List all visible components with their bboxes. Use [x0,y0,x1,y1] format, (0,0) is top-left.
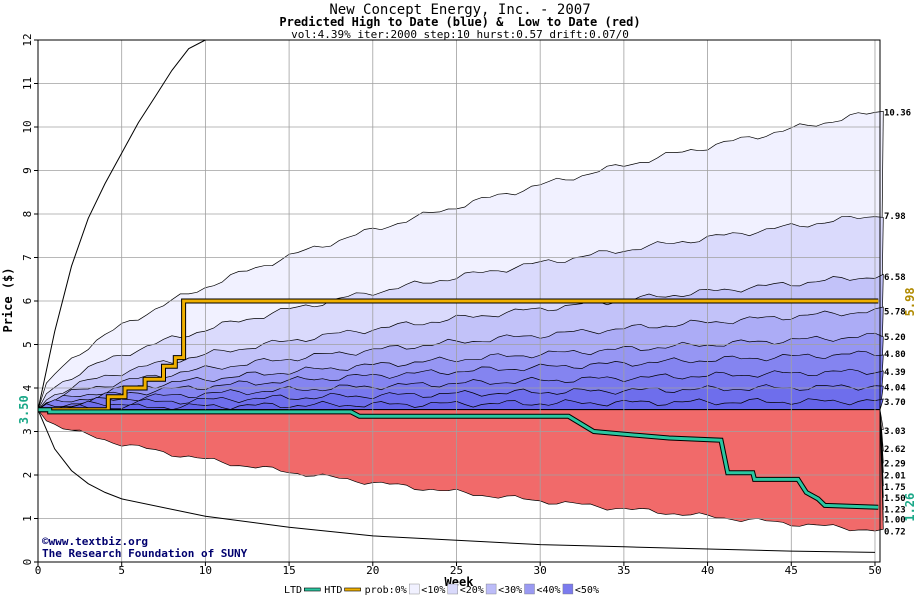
band-end-label: 2.62 [884,445,906,455]
x-tick-label: 5 [118,564,125,577]
y-tick-label: 12 [21,33,34,46]
band-end-label: 4.39 [884,368,906,378]
band-end-label: 2.01 [884,472,906,482]
outer-high-curve [37,39,206,410]
outer-low-curve [37,409,876,553]
x-tick-label: 20 [366,564,379,577]
legend-label: HTD [324,585,342,596]
x-tick-label: 35 [617,564,630,577]
band-end-label: 0.72 [884,528,906,538]
x-tick-label: 30 [534,564,547,577]
y-tick-label: 1 [21,515,34,522]
y-tick-label: 4 [21,384,34,391]
band-end-label: 1.23 [884,505,906,515]
y-tick-label: 10 [21,120,34,133]
y-tick-label: 8 [21,211,34,218]
band-end-label: 3.03 [884,427,906,437]
legend-label: <20% [460,585,484,596]
legend-swatch [409,583,420,595]
legend-swatch [524,583,535,595]
y-tick-label: 2 [21,472,34,479]
x-tick-label: 10 [199,564,212,577]
x-tick-label: 25 [450,564,463,577]
legend-label: LTD [284,585,302,596]
y-tick-label: 6 [21,298,34,305]
legend-swatch [485,583,497,595]
x-tick-label: 50 [868,564,881,577]
htd-line [38,299,879,412]
band-end-label: 5.20 [884,333,906,343]
band-end-label: 4.04 [884,383,906,393]
ltd-line [38,408,879,509]
y-tick-label: 5 [21,341,34,348]
legend-swatch [562,583,574,595]
legend-label: <30% [498,585,522,596]
band-end-label: 2.29 [884,459,906,469]
htd-current-label: 5.98 [903,287,917,316]
band-end-label: 6.58 [884,273,906,283]
x-tick-label: 45 [785,564,798,577]
chart-params: vol:4.39% iter:2000 step:10 hurst:0.57 d… [291,28,629,41]
band-end-label: 1.75 [884,483,906,493]
chart-subtitle: Predicted High to Date (blue) & Low to D… [279,15,641,29]
band-end-label: 7.98 [884,212,906,222]
watermark-org: The Research Foundation of SUNY [42,547,248,560]
legend-label: prob:0% [365,585,407,596]
x-tick-label: 15 [282,564,295,577]
band-end-label: 1.00 [884,516,906,526]
band-end-label: 5.78 [884,308,906,318]
y-tick-label: 7 [21,254,34,261]
high-band [37,398,884,412]
y-tick-label: 0 [21,559,34,566]
band-end-label: 3.70 [884,398,906,408]
y-tick-label: 3 [21,428,34,435]
legend-swatch [303,587,321,592]
x-tick-label: 0 [35,564,42,577]
legend: LTD HTD prob:0% <10% <20% <30% <40% <50% [284,583,599,596]
y-tick-label: 11 [21,77,34,90]
chart-title: New Concept Energy, Inc. - 2007 [329,2,591,18]
band-end-label: 10.36 [884,108,911,118]
band-end-label: 1.50 [884,494,906,504]
legend-label: <40% [537,585,561,596]
watermark-url: ©www.textbiz.org [42,535,148,548]
y-tick-label: 9 [21,167,34,174]
legend-label: <50% [575,585,599,596]
legend-label: <10% [421,585,445,596]
y-axis-label: Price ($) [1,267,15,332]
start-price-label: 3.50 [17,395,31,424]
ltd-current-label: 1.26 [903,493,917,522]
legend-swatch [447,583,458,595]
legend-swatch [344,587,361,592]
x-tick-label: 40 [701,564,714,577]
band-end-label: 4.80 [884,350,906,360]
